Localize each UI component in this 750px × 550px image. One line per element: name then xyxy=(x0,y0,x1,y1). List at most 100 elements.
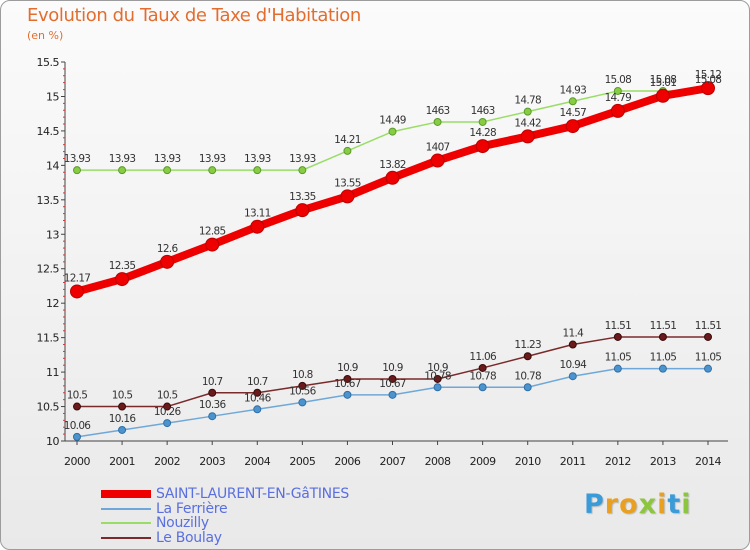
data-label: 11.51 xyxy=(605,320,632,332)
legend-swatch xyxy=(101,490,151,499)
data-label: 15.08 xyxy=(695,74,722,86)
y-tick-label: 10 xyxy=(46,435,59,448)
legend-label: Le Boulay xyxy=(156,529,222,546)
x-tick-label: 2009 xyxy=(470,455,496,468)
data-label: 15.12 xyxy=(695,69,722,81)
data-point xyxy=(433,383,442,392)
data-point xyxy=(208,412,217,421)
proxiti-logo: Proxiti xyxy=(584,489,692,520)
data-label: 10.46 xyxy=(244,392,272,404)
data-label: 11.05 xyxy=(650,352,677,364)
data-label: 10.9 xyxy=(382,362,403,374)
data-label: 14.78 xyxy=(514,95,541,107)
data-point xyxy=(613,86,622,95)
data-point xyxy=(298,166,307,175)
data-point xyxy=(160,254,175,269)
data-point xyxy=(343,146,352,155)
x-tick-label: 2010 xyxy=(515,455,541,468)
data-point xyxy=(475,139,490,154)
data-label: 11.06 xyxy=(469,351,497,363)
data-point xyxy=(298,381,307,390)
y-tick-label: 13 xyxy=(46,228,59,241)
x-tick-label: 2008 xyxy=(425,455,451,468)
data-label: 10.9 xyxy=(337,362,358,374)
data-label: 14.57 xyxy=(560,107,587,119)
logo-letter: r xyxy=(604,489,620,520)
data-label: 13.82 xyxy=(379,159,406,171)
data-label: 12.6 xyxy=(157,243,179,255)
data-label: 10.7 xyxy=(202,376,223,388)
data-label: 10.94 xyxy=(560,359,588,371)
data-point xyxy=(610,103,625,118)
data-label: 11.51 xyxy=(650,320,677,332)
data-point xyxy=(613,364,622,373)
data-point xyxy=(253,166,262,175)
data-point xyxy=(343,390,352,399)
data-label: 10.56 xyxy=(289,385,317,397)
legend-label: La Ferrière xyxy=(156,500,228,517)
y-tick-label: 15 xyxy=(46,90,59,103)
data-point xyxy=(701,81,715,96)
data-point xyxy=(73,432,81,441)
data-label: 13.93 xyxy=(154,153,181,165)
logo-letter: i xyxy=(681,489,692,520)
chart-title: Evolution du Taux de Taxe d'Habitation xyxy=(27,5,361,26)
data-label: 14.28 xyxy=(469,127,496,139)
data-point xyxy=(430,153,445,168)
data-label: 15.01 xyxy=(650,77,677,89)
chart-subtitle: (en %) xyxy=(27,29,64,42)
data-label: 13.55 xyxy=(334,177,361,189)
legend-item-nouzilly: Nouzilly xyxy=(101,516,349,531)
data-point xyxy=(388,374,397,383)
data-point xyxy=(73,166,81,175)
x-tick-label: 2003 xyxy=(199,455,225,468)
y-tick-label: 10.5 xyxy=(37,401,60,414)
y-tick-label: 12 xyxy=(46,297,59,310)
data-point xyxy=(118,425,127,434)
data-point xyxy=(340,189,355,204)
data-label: 13.93 xyxy=(244,153,271,165)
logo-letter: o xyxy=(619,489,639,520)
data-label: 10.78 xyxy=(424,370,451,382)
data-label: 11.4 xyxy=(562,328,584,340)
data-label: 14.79 xyxy=(605,92,632,104)
data-label: 12.35 xyxy=(109,260,136,272)
data-label: 10.78 xyxy=(469,370,496,382)
data-point xyxy=(205,237,220,252)
data-point xyxy=(253,405,262,414)
data-label: 14.21 xyxy=(334,134,361,146)
x-tick-label: 2013 xyxy=(650,455,676,468)
y-tick-label: 12.5 xyxy=(37,263,60,276)
data-point xyxy=(163,402,172,411)
y-tick-label: 13.5 xyxy=(37,194,60,207)
legend-item-la-ferriere: La Ferrière xyxy=(101,502,349,517)
data-point xyxy=(523,352,532,361)
data-point xyxy=(704,332,712,341)
legend-swatch xyxy=(101,536,151,539)
data-point xyxy=(433,374,442,383)
data-point xyxy=(433,117,442,126)
data-point xyxy=(655,88,670,103)
data-label: 11.05 xyxy=(605,352,632,364)
data-point xyxy=(565,119,580,134)
data-point xyxy=(298,398,307,407)
data-label: 10.8 xyxy=(292,369,313,381)
data-point xyxy=(343,374,352,383)
chart-legend: SAINT-LAURENT-EN-GâTINES La Ferrière Nou… xyxy=(101,487,349,545)
legend-item-saint-laurent: SAINT-LAURENT-EN-GâTINES xyxy=(101,487,349,502)
logo-letter: i xyxy=(657,489,668,520)
data-label: 10.5 xyxy=(112,390,133,402)
data-label: 11.51 xyxy=(695,320,722,332)
data-point xyxy=(568,372,577,381)
data-label: 10.9 xyxy=(427,362,448,374)
data-point xyxy=(658,364,667,373)
data-point xyxy=(385,170,400,185)
legend-swatch xyxy=(101,507,151,510)
logo-letter: P xyxy=(584,489,605,520)
data-label: 11.23 xyxy=(514,339,541,351)
x-tick-label: 2007 xyxy=(380,455,406,468)
logo-letter: x xyxy=(638,489,658,520)
x-tick-label: 2004 xyxy=(244,455,270,468)
